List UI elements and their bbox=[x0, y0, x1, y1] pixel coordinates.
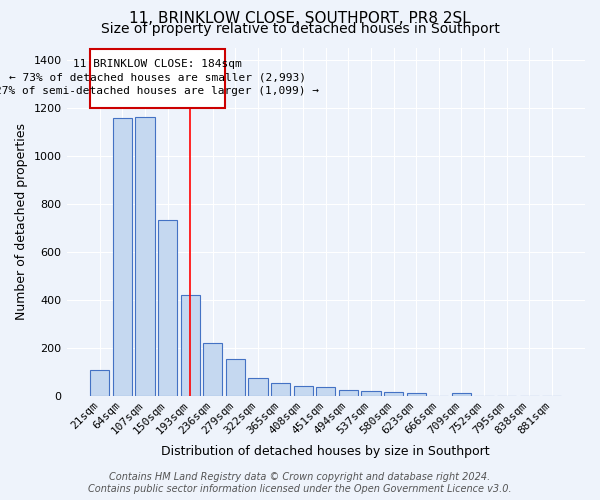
Text: 11 BRINKLOW CLOSE: 184sqm: 11 BRINKLOW CLOSE: 184sqm bbox=[73, 59, 242, 69]
Bar bbox=[113, 118, 132, 396]
Bar bbox=[316, 387, 335, 396]
Bar bbox=[407, 392, 426, 396]
Text: ← 73% of detached houses are smaller (2,993): ← 73% of detached houses are smaller (2,… bbox=[9, 72, 306, 82]
Bar bbox=[293, 386, 313, 396]
Bar bbox=[452, 393, 471, 396]
Bar bbox=[90, 370, 109, 396]
X-axis label: Distribution of detached houses by size in Southport: Distribution of detached houses by size … bbox=[161, 444, 490, 458]
FancyBboxPatch shape bbox=[89, 48, 225, 108]
Bar bbox=[271, 383, 290, 396]
Bar bbox=[248, 378, 268, 396]
Bar bbox=[361, 392, 380, 396]
Bar bbox=[384, 392, 403, 396]
Text: Contains HM Land Registry data © Crown copyright and database right 2024.
Contai: Contains HM Land Registry data © Crown c… bbox=[88, 472, 512, 494]
Text: 27% of semi-detached houses are larger (1,099) →: 27% of semi-detached houses are larger (… bbox=[0, 86, 319, 96]
Bar bbox=[226, 359, 245, 396]
Bar bbox=[136, 117, 155, 396]
Bar bbox=[203, 343, 223, 396]
Text: Size of property relative to detached houses in Southport: Size of property relative to detached ho… bbox=[101, 22, 499, 36]
Text: 11, BRINKLOW CLOSE, SOUTHPORT, PR8 2SL: 11, BRINKLOW CLOSE, SOUTHPORT, PR8 2SL bbox=[129, 11, 471, 26]
Bar bbox=[181, 295, 200, 396]
Bar bbox=[158, 220, 177, 396]
Y-axis label: Number of detached properties: Number of detached properties bbox=[15, 123, 28, 320]
Bar bbox=[339, 390, 358, 396]
